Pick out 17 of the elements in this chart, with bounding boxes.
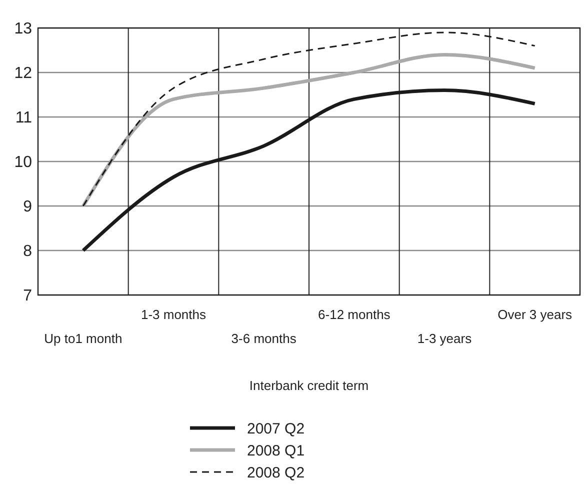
y-tick-label: 7 [23,288,32,305]
x-tick-label: Up to1 month [44,331,122,346]
legend-label: 2007 Q2 [247,420,305,438]
legend-label: 2008 Q2 [247,464,305,482]
y-tick-label: 10 [14,154,32,172]
x-tick-label: 3-6 months [231,331,297,346]
x-tick-label: Over 3 years [498,307,573,322]
y-tick-label: 11 [15,110,32,127]
y-tick-label: 9 [23,198,32,216]
x-tick-label: 1-3 years [417,331,472,346]
y-tick-label: 12 [14,65,32,82]
x-tick-label: 1-3 months [140,307,207,322]
y-tick-label: 8 [23,243,32,260]
legend-label: 2008 Q1 [247,442,305,460]
y-tick-label: 13 [14,20,32,38]
x-axis-title: Interbank credit term [249,378,369,393]
x-tick-label: 6-12 months [318,307,391,322]
